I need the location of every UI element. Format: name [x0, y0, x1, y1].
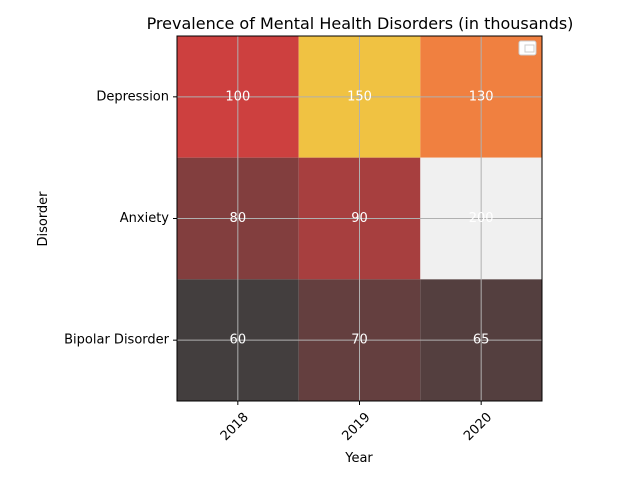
y-axis-ticks: Depression Anxiety Bipolar Disorder [64, 89, 177, 348]
cell-value-label: 80 [230, 211, 247, 226]
x-tick-label: 2020 [461, 410, 495, 444]
cell-value-label: 70 [351, 333, 368, 348]
legend-handle [524, 44, 535, 53]
cell-labels: 100 150 130 80 90 200 60 70 65 [225, 89, 493, 347]
x-axis-label: Year [344, 451, 373, 466]
y-tick-label: Bipolar Disorder [64, 333, 170, 348]
cell-value-label: 130 [469, 89, 494, 104]
cell-value-label: 150 [347, 89, 372, 104]
x-tick-label: 2019 [339, 410, 373, 444]
cell-value-label: 60 [230, 333, 247, 348]
y-tick-label: Depression [96, 89, 169, 104]
y-axis-label: Disorder [36, 191, 51, 247]
cell-value-label: 65 [473, 333, 490, 348]
legend-box [518, 40, 537, 56]
x-tick-label: 2018 [218, 410, 252, 444]
chart-title: Prevalence of Mental Health Disorders (i… [147, 14, 574, 33]
y-tick-label: Anxiety [120, 211, 170, 226]
x-axis-ticks: 2018 2019 2020 [218, 401, 495, 444]
cell-value-label: 90 [351, 211, 368, 226]
gridlines [177, 36, 542, 401]
cell-value-label: 200 [469, 211, 494, 226]
cell-value-label: 100 [225, 89, 250, 104]
